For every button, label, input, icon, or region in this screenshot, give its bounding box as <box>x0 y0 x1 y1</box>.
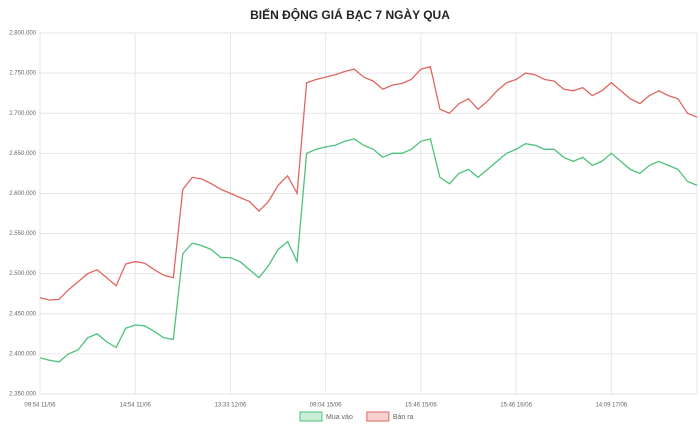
x-tick-label: 14:54 11/06 <box>120 403 152 409</box>
y-tick-label: 2.600.000 <box>9 191 36 197</box>
y-tick-label: 2.450.000 <box>9 311 36 317</box>
x-tick-label: 15:46 15/06 <box>405 403 437 409</box>
y-tick-label: 2.650.000 <box>9 151 36 157</box>
legend-swatch <box>366 411 390 422</box>
series-line <box>39 138 698 363</box>
x-tick-label: 09:04 15/06 <box>310 403 342 409</box>
legend-label: Mua vào <box>326 414 353 421</box>
x-tick-label: 09:54 11/06 <box>24 403 56 409</box>
series-line <box>39 65 698 301</box>
y-tick-label: 2.500.000 <box>9 271 36 277</box>
y-tick-label: 2.550.000 <box>9 231 36 237</box>
y-tick-label: 2.400.000 <box>9 351 36 357</box>
y-tick-label: 2.800.000 <box>9 31 36 37</box>
y-tick-label: 2.750.000 <box>9 71 36 77</box>
legend-swatch <box>299 411 323 422</box>
y-tick-label: 2.350.000 <box>9 392 36 398</box>
legend-label: Bán ra <box>393 414 414 421</box>
x-tick-label: 15:46 16/06 <box>500 403 532 409</box>
x-tick-label: 14:09 17/06 <box>595 403 627 409</box>
chart-title: BIẾN ĐỘNG GIÁ BẠC 7 NGÀY QUA <box>250 7 450 22</box>
x-tick-label: 13:33 12/06 <box>215 403 247 409</box>
y-tick-label: 2.700.000 <box>9 111 36 117</box>
